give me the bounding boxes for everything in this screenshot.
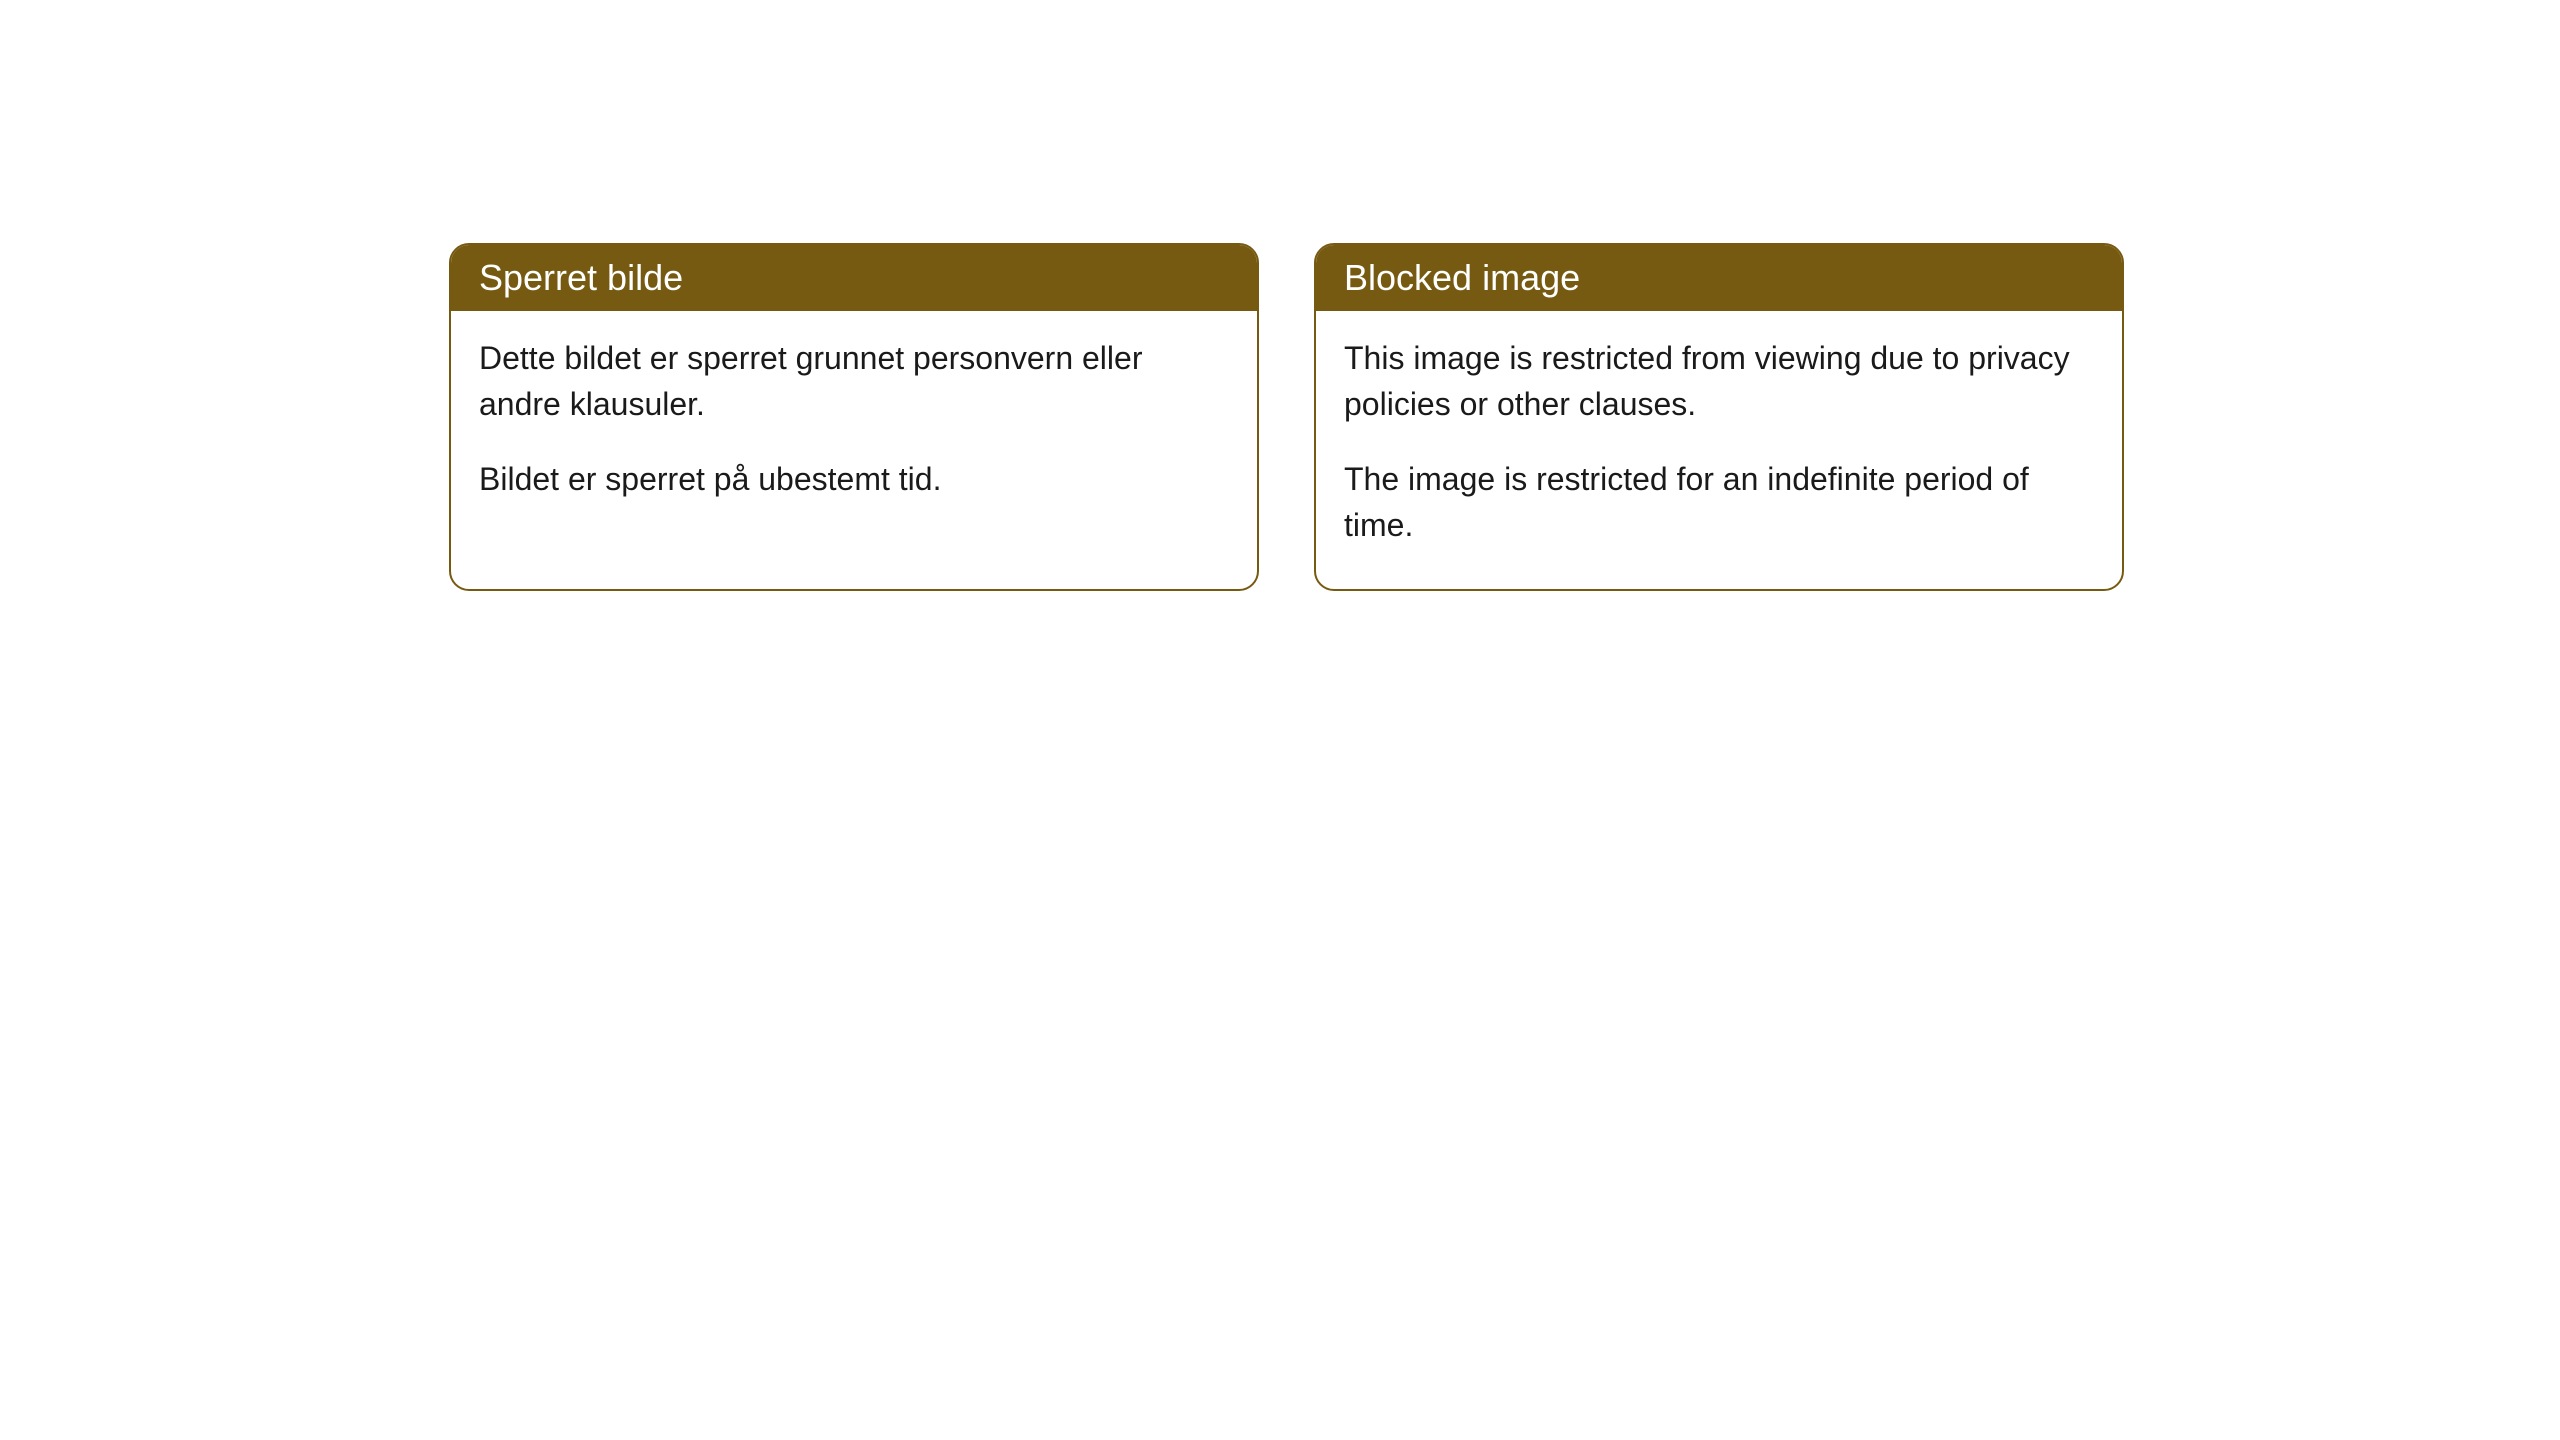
card-title-norwegian: Sperret bilde — [479, 257, 683, 298]
notice-cards-container: Sperret bilde Dette bildet er sperret gr… — [449, 243, 2124, 591]
card-text-norwegian-1: Dette bildet er sperret grunnet personve… — [479, 335, 1229, 428]
card-text-english-2: The image is restricted for an indefinit… — [1344, 456, 2094, 549]
notice-card-english: Blocked image This image is restricted f… — [1314, 243, 2124, 591]
card-title-english: Blocked image — [1344, 257, 1580, 298]
card-header-norwegian: Sperret bilde — [451, 245, 1257, 311]
notice-card-norwegian: Sperret bilde Dette bildet er sperret gr… — [449, 243, 1259, 591]
card-text-english-1: This image is restricted from viewing du… — [1344, 335, 2094, 428]
card-text-norwegian-2: Bildet er sperret på ubestemt tid. — [479, 456, 1229, 502]
card-body-norwegian: Dette bildet er sperret grunnet personve… — [451, 311, 1257, 542]
card-body-english: This image is restricted from viewing du… — [1316, 311, 2122, 589]
card-header-english: Blocked image — [1316, 245, 2122, 311]
